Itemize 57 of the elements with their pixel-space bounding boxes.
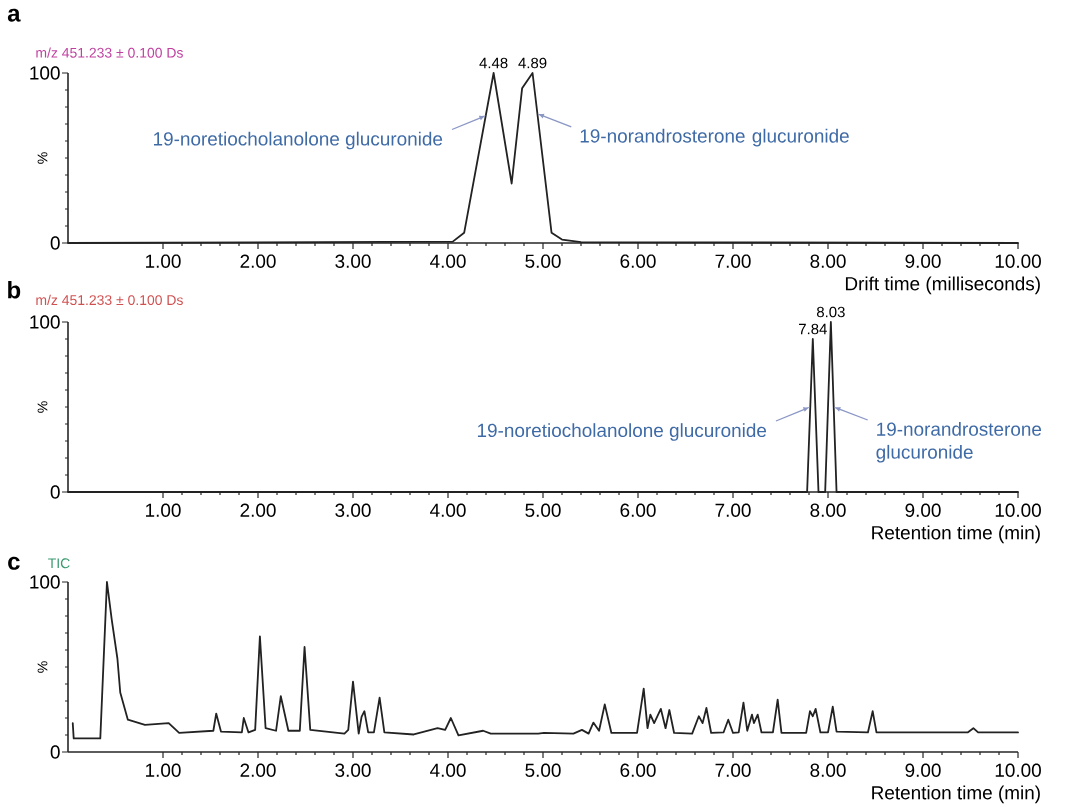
annotation: 4.48 — [479, 57, 508, 69]
y-tick-label: 100 — [30, 315, 60, 329]
y-axis-title: % — [37, 401, 48, 413]
x-tick-label: 8.00 — [810, 763, 846, 777]
chart-subtitle: TIC — [48, 558, 70, 569]
x-tick-label: 8.00 — [810, 503, 846, 517]
annotation: 7.84 — [799, 323, 827, 335]
y-tick-label: 100 — [30, 66, 60, 80]
y-tick-label: 0 — [50, 745, 60, 759]
x-tick-label: 2.00 — [240, 503, 276, 517]
chart-title: c — [8, 556, 20, 570]
x-tick-label: 6.00 — [620, 503, 656, 517]
chart-subtitle: m/z 451.233 ± 0.100 Ds — [36, 47, 183, 58]
x-tick-label: 6.00 — [620, 254, 656, 268]
x-tick-label: 5.00 — [525, 254, 561, 268]
x-axis-title: Retention time (min) — [872, 785, 1040, 804]
annotation: 4.89 — [518, 57, 547, 69]
x-tick-label: 3.00 — [335, 503, 371, 517]
x-tick-label: 8.00 — [810, 254, 846, 268]
annotation: 19-norandrosterone glucuronide — [580, 128, 849, 147]
x-axis-title: Drift time (milliseconds) — [845, 276, 1040, 295]
chart-title: a — [7, 8, 21, 22]
x-tick-label: 7.00 — [715, 503, 751, 517]
chart-title: b — [8, 280, 21, 299]
y-tick-label: 0 — [50, 485, 60, 499]
y-tick-label: 100 — [30, 575, 60, 589]
annotation: 8.03 — [816, 306, 845, 318]
y-axis-title: % — [37, 152, 48, 164]
x-tick-label: 6.00 — [620, 763, 656, 777]
chart-subtitle: m/z 451.233 ± 0.100 Ds — [36, 294, 183, 306]
x-tick-label: 1.00 — [146, 503, 181, 517]
x-tick-label: 9.00 — [905, 254, 941, 268]
x-axis-title: Retention time (min) — [872, 525, 1040, 544]
annotation: 19-noretiocholanolone glucuronide — [154, 131, 443, 150]
x-tick-label: 9.00 — [905, 503, 941, 517]
x-tick-label: 10.00 — [995, 254, 1041, 268]
annotation: 19-noretiocholanolone glucuronide — [477, 423, 767, 441]
x-tick-label: 10.00 — [995, 503, 1041, 517]
x-tick-label: 3.00 — [335, 763, 371, 777]
x-tick-label: 7.00 — [715, 254, 751, 268]
x-tick-label: 3.00 — [335, 254, 371, 268]
x-tick-label: 9.00 — [905, 763, 941, 777]
x-tick-label: 2.00 — [240, 763, 276, 777]
x-tick-label: 4.00 — [430, 254, 466, 268]
x-tick-label: 2.00 — [240, 254, 276, 268]
x-tick-label: 10.00 — [995, 763, 1041, 777]
y-tick-label: 0 — [50, 236, 60, 250]
annotation: 19-norandrosterone glucuronide — [876, 421, 1042, 463]
line-series — [71, 581, 1019, 740]
x-tick-label: 5.00 — [525, 503, 561, 517]
x-tick-label: 1.00 — [146, 254, 181, 268]
x-tick-label: 1.00 — [146, 763, 181, 777]
x-tick-label: 4.00 — [430, 763, 466, 777]
x-tick-label: 4.00 — [430, 503, 466, 517]
y-axis-title: % — [37, 661, 48, 673]
x-tick-label: 7.00 — [715, 763, 751, 777]
x-tick-label: 5.00 — [525, 763, 561, 777]
